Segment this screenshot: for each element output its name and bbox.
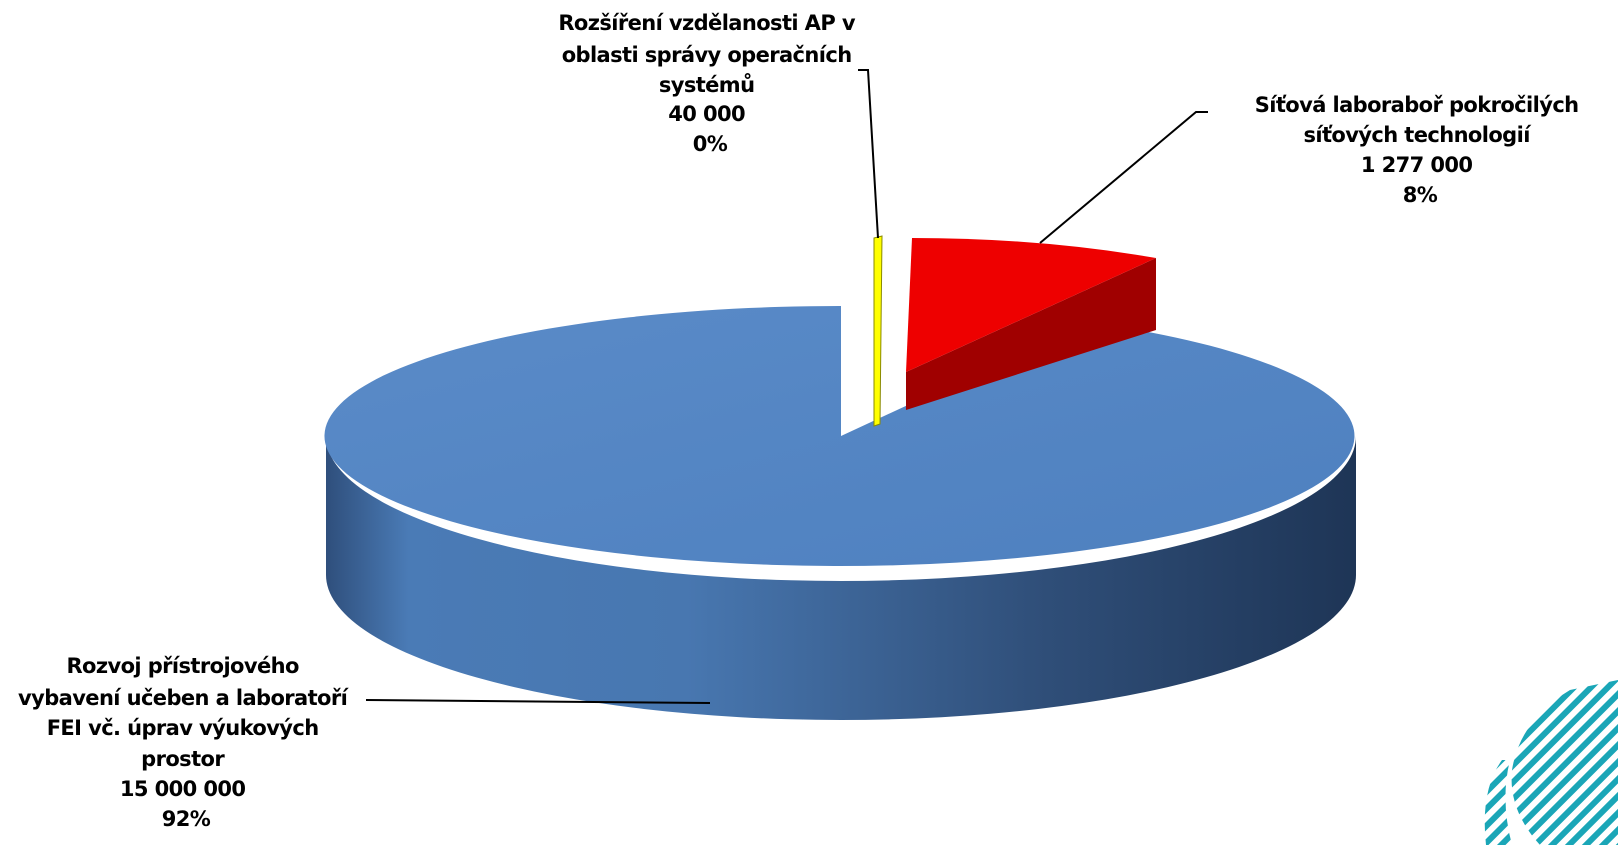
leader-line-rozvoj (365, 699, 711, 704)
pie-slice-rozvoj-side (326, 436, 1356, 720)
pie-slice-sitova-laborator-top (906, 238, 1156, 372)
striped-leaf-logo-icon (1484, 680, 1618, 845)
label-sitova-laborator: Síťová laboraboř pokročilých síťových te… (1255, 93, 1586, 207)
pie-slice-rozsireni-vzdelanosti-top (873, 235, 883, 427)
pie-slice-rozsireni-vzdelanosti (873, 235, 883, 427)
label-rozvoj: Rozvoj přístrojového vybavení učeben a l… (18, 654, 354, 831)
label-rozsireni-vzdelanosti: Rozšíření vzdělanosti AP v oblasti správ… (558, 11, 861, 156)
pie-slice-sitova-laborator-side (906, 258, 1156, 410)
pie-slice-rozvoj-top (324, 305, 1355, 566)
pie-slice-rozvoj (324, 305, 1356, 720)
leader-line-rozsireni-vzdelanosti (858, 69, 879, 239)
pie-slice-sitova-laborator (906, 238, 1156, 410)
leader-line-sitova-laborator (1039, 111, 1208, 244)
